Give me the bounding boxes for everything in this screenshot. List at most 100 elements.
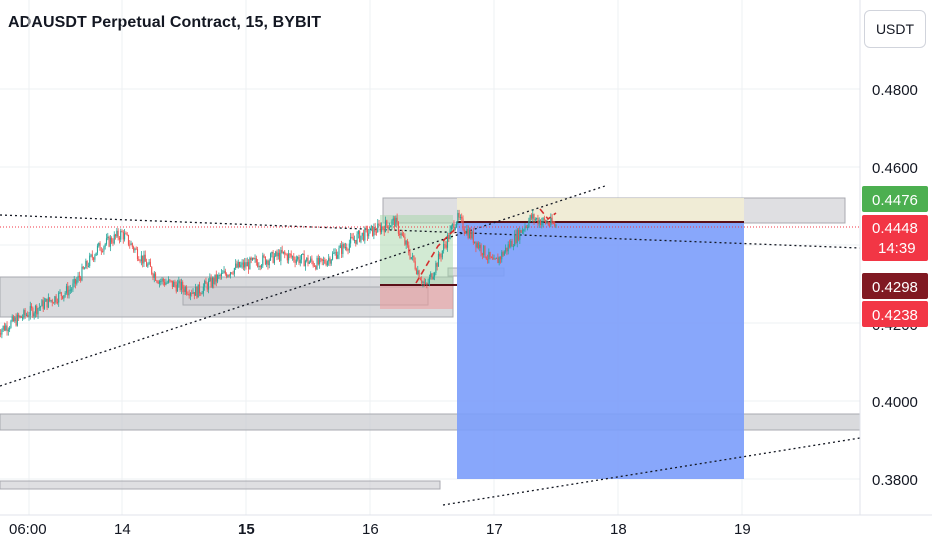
- candle-body: [104, 243, 106, 247]
- candle-body: [554, 223, 556, 226]
- candle-body: [435, 263, 437, 273]
- candle-body: [175, 285, 177, 292]
- candle-body: [377, 223, 379, 233]
- candle-body: [461, 216, 463, 219]
- candle-body: [514, 234, 516, 246]
- candle-body: [339, 245, 341, 248]
- candle-body: [275, 251, 277, 257]
- candle-body: [326, 261, 328, 266]
- candle-body: [1, 329, 3, 335]
- candle-body: [36, 305, 38, 315]
- candle-body: [519, 230, 521, 240]
- candle-body: [360, 235, 362, 242]
- candle-body: [193, 292, 195, 296]
- candle-body: [251, 257, 254, 260]
- candle-body: [176, 283, 179, 292]
- candle-body: [510, 240, 512, 247]
- trendline-upper-descending: [0, 214, 861, 249]
- candle-body: [11, 316, 13, 322]
- candle-body: [547, 222, 549, 225]
- candle-body: [211, 278, 213, 287]
- projection-paths: [415, 208, 557, 284]
- candle-body: [262, 255, 264, 266]
- candle-body: [264, 256, 266, 265]
- candle-body: [183, 288, 185, 293]
- candle-body: [288, 253, 290, 261]
- candle-body: [41, 300, 43, 307]
- candle-body: [219, 275, 221, 277]
- candle-body: [490, 257, 492, 259]
- candle-body: [0, 333, 2, 335]
- candle-body: [125, 233, 127, 235]
- candle-body: [356, 234, 358, 244]
- candle-body: [33, 313, 35, 317]
- candle-body: [148, 261, 150, 265]
- candle-body: [114, 234, 117, 237]
- x-axis[interactable]: 06:00 14 15 16 17 18 19: [9, 521, 751, 538]
- long-position-box[interactable]: [380, 215, 457, 309]
- candle-body: [409, 253, 411, 259]
- candle-body: [355, 239, 357, 244]
- candle-body: [50, 300, 52, 302]
- candle-body: [131, 243, 133, 247]
- candle-body: [450, 226, 452, 230]
- candle-body: [511, 240, 513, 247]
- short-position-box[interactable]: [457, 198, 744, 479]
- trendline-ascending: [0, 185, 606, 387]
- candle-body: [279, 252, 281, 261]
- candle-body: [178, 280, 180, 284]
- currency-button[interactable]: USDT: [864, 10, 926, 48]
- candle-body: [68, 289, 70, 296]
- candle-body: [5, 325, 7, 331]
- candle-body: [343, 243, 345, 248]
- candle-body: [316, 257, 318, 270]
- badge-green: [862, 186, 928, 212]
- trend-lines[interactable]: [0, 185, 861, 506]
- candle-body: [386, 220, 388, 226]
- candle-body: [186, 287, 188, 294]
- candle-body: [120, 231, 122, 240]
- candle-body: [475, 241, 477, 248]
- candle-body: [224, 270, 226, 274]
- candle-body: [196, 286, 198, 298]
- candle-body: [145, 261, 148, 267]
- candle-body: [515, 234, 517, 243]
- candle-body: [432, 276, 434, 280]
- candle-body: [410, 257, 412, 259]
- candle-body: [226, 273, 228, 278]
- candle-body: [334, 252, 336, 254]
- candle-body: [325, 263, 327, 266]
- candle-body: [207, 280, 210, 290]
- candle-body: [529, 215, 531, 221]
- candle-body: [507, 244, 509, 252]
- candle-body: [523, 229, 525, 231]
- candle-body: [440, 256, 442, 258]
- candle-body: [47, 297, 49, 308]
- candle-body: [312, 261, 314, 266]
- candle-body: [443, 244, 445, 251]
- badge-red-label: 0.4238: [872, 307, 918, 324]
- candle-body: [392, 218, 394, 221]
- candle-body: [466, 229, 468, 234]
- candle-body: [165, 282, 167, 285]
- candle-body: [257, 262, 259, 267]
- candle-body: [497, 257, 499, 264]
- candle-body: [506, 247, 508, 252]
- y-tick-label: 0.4600: [872, 160, 918, 177]
- candle-body: [227, 275, 229, 278]
- candle-body: [322, 259, 325, 262]
- candle-body: [56, 301, 58, 303]
- candle-body: [6, 325, 8, 332]
- candle-body: [550, 217, 552, 225]
- candle-body: [333, 252, 335, 254]
- candle-body: [539, 219, 542, 226]
- candle-body: [346, 247, 348, 250]
- candle-body: [65, 286, 68, 293]
- candle-body: [18, 314, 20, 318]
- candle-body: [122, 231, 124, 240]
- candle-body: [472, 231, 474, 243]
- candle-body: [155, 273, 157, 281]
- candle-body: [231, 272, 233, 274]
- candle-body: [366, 228, 368, 237]
